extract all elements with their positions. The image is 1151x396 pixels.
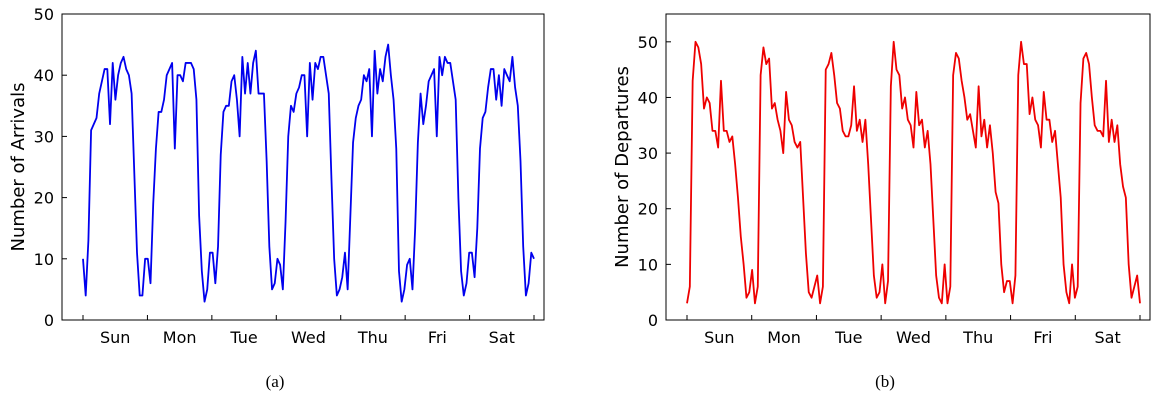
y-tick-label: 30 [34,127,54,146]
x-day-label-tue: Tue [834,328,862,347]
y-tick-label: 40 [638,88,658,107]
x-day-label-sun: Sun [100,328,130,347]
y-tick-label: 20 [638,200,658,219]
x-day-label-sat: Sat [1095,328,1121,347]
x-day-label-thu: Thu [357,328,388,347]
y-tick-label: 50 [34,5,54,24]
x-day-label-sun: Sun [704,328,734,347]
y-tick-label: 30 [638,144,658,163]
plot-frame [665,13,1151,321]
x-day-label-sat: Sat [489,328,515,347]
y-tick-label: 0 [44,311,54,330]
y-tick-label: 40 [34,66,54,85]
y-axis-label: Number of Departures [612,66,633,268]
y-axis-label: Number of Arrivals [8,83,29,252]
y-tick-label: 50 [638,33,658,52]
series-line [82,43,535,303]
y-tick-label: 20 [34,189,54,208]
y-tick-label: 10 [34,250,54,269]
x-day-label-wed: Wed [291,328,326,347]
panel-caption: (b) [875,372,895,391]
plot-frame [61,13,545,321]
x-day-label-thu: Thu [962,328,993,347]
series-line [686,40,1141,305]
chart-panel-arrivals: 0 10 20 30 40 50 Sun Mon Tue Wed Thu Fri Sat Number o… [8,5,545,391]
x-day-label-fri: Fri [428,328,447,347]
x-day-label-mon: Mon [163,328,197,347]
y-tick-label: 0 [648,311,658,330]
y-tick-label: 10 [638,255,658,274]
chart-panel-departures: 0 10 20 30 40 50 Sun Mon Tue Wed Thu Fri Sat Number o… [612,13,1151,391]
x-day-label-wed: Wed [896,328,931,347]
panel-caption: (a) [266,372,285,391]
x-day-label-tue: Tue [229,328,257,347]
x-day-label-fri: Fri [1033,328,1052,347]
x-day-label-mon: Mon [767,328,801,347]
